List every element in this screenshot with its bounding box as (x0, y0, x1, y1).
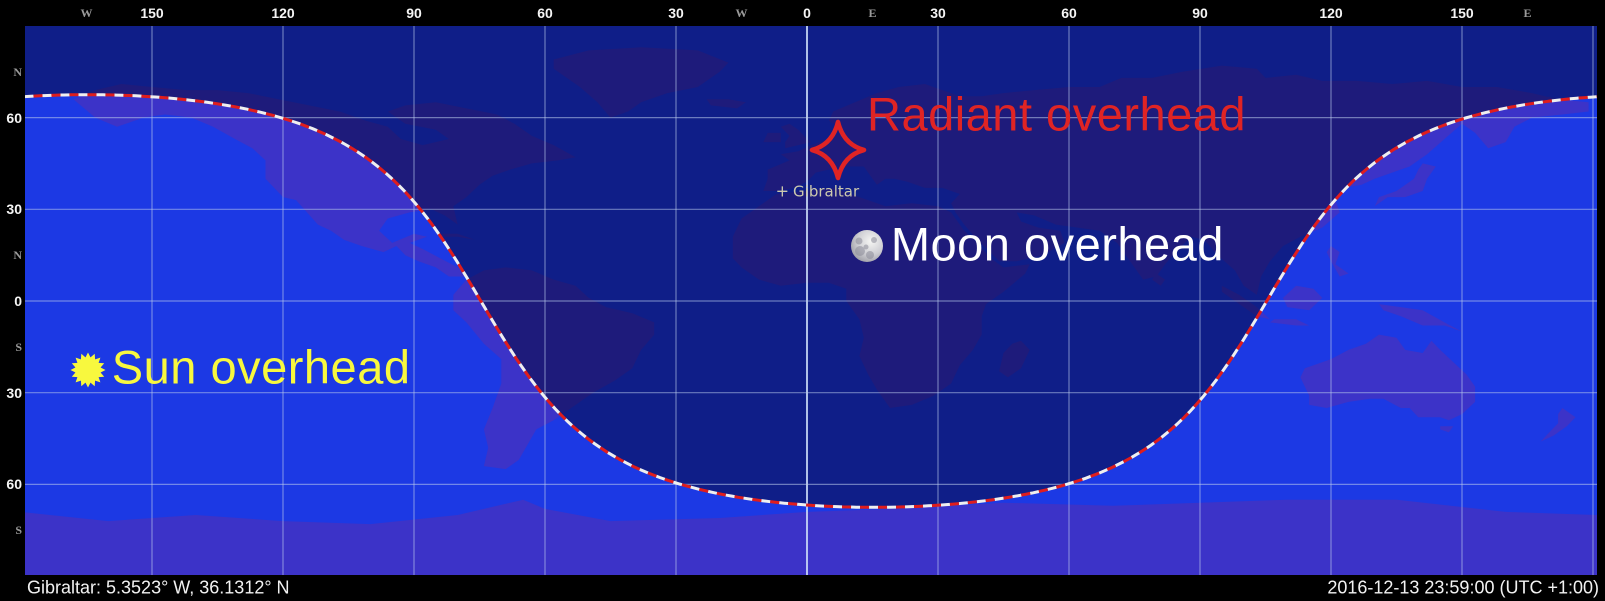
sun-overhead-label: Sun overhead (111, 340, 411, 394)
latitude-axis: N 60 30 N 0 S 30 60 S (0, 0, 25, 601)
axis-label-lat-0: 0 (14, 293, 22, 309)
right-border (1597, 0, 1605, 601)
moon-icon (850, 229, 884, 263)
observer-location-gibraltar: + Gibraltar (776, 181, 860, 200)
axis-label-lon-60: 60 (1061, 5, 1077, 21)
axis-label-lon-e: E (1523, 6, 1532, 20)
axis-label-lon-30: 30 (668, 5, 684, 21)
axis-label-lon-150: 150 (1450, 5, 1474, 21)
axis-label-lat-n: N (13, 248, 22, 263)
landmass-australia (1300, 334, 1476, 421)
axis-label-lon-90: 90 (406, 5, 422, 21)
axis-label-lat-30: 30 (6, 384, 22, 401)
axis-label-lon-30: 30 (930, 5, 946, 21)
radiant-overhead-label: Radiant overhead (867, 87, 1247, 141)
status-bar: Gibraltar: 5.3523° W, 36.1312° N 2016-12… (0, 575, 1605, 601)
axis-label-lon-0: 0 (803, 5, 811, 21)
radiant-star-glyph (809, 119, 867, 181)
axis-label-lat-s: S (15, 523, 22, 538)
axis-label-lon-w: W (80, 6, 93, 20)
axis-label-lat-60: 60 (6, 109, 22, 126)
plus-marker-icon: + (775, 181, 790, 201)
axis-label-lon-90: 90 (1192, 5, 1208, 21)
landmass-tasmania (1440, 426, 1454, 433)
landmass-newguinea (1379, 304, 1462, 332)
landmass-philippines (1326, 246, 1349, 277)
landmass-antarctica (25, 499, 1597, 575)
axis-label-lon-w: W (735, 6, 748, 20)
night-region (25, 26, 1597, 508)
radiant-star-icon (809, 119, 867, 181)
terminator-line (25, 93, 1597, 509)
sun-glyph (70, 352, 106, 388)
axis-label-lon-60: 60 (537, 5, 553, 21)
datetime-display: 2016-12-13 23:59:00 (UTC +1:00) (1327, 577, 1599, 598)
axis-label-lon-120: 120 (271, 5, 295, 21)
observer-coordinates: Gibraltar: 5.3523° W, 36.1312° N (27, 577, 290, 598)
axis-label-lon-120: 120 (1319, 5, 1343, 21)
axis-label-lon-150: 150 (140, 5, 164, 21)
axis-label-lat-30: 30 (6, 201, 22, 218)
landmass-newzealand (1540, 408, 1576, 442)
landmass-borneo (1283, 285, 1323, 311)
map-canvas[interactable] (25, 26, 1597, 575)
axis-label-lat-s: S (15, 339, 22, 354)
moon-overhead-label: Moon overhead (890, 217, 1224, 271)
sun-icon (69, 351, 107, 389)
observer-label: Gibraltar (793, 182, 860, 201)
world-map (25, 26, 1597, 575)
axis-label-lat-n: N (13, 64, 22, 79)
landmass-java (1269, 319, 1310, 326)
landmass-japan (1374, 163, 1436, 207)
longitude-axis: W 150 120 90 60 30 W 0 E 30 60 90 120 150 E (0, 0, 1605, 26)
axis-label-lat-60: 60 (6, 476, 22, 493)
axis-label-lon-e: E (868, 6, 877, 20)
